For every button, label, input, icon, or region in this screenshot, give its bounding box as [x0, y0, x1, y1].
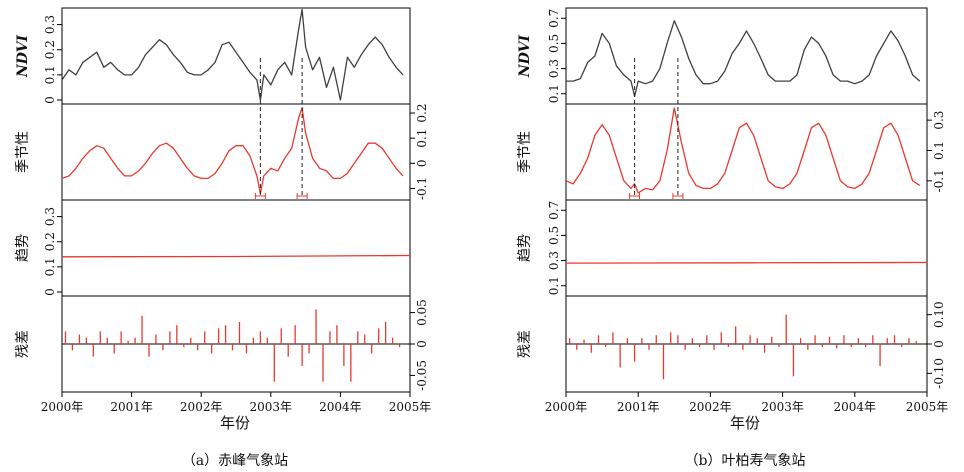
panel-frame — [61, 199, 411, 297]
chart-a: 0 0.1 0.2 0.3 NDVI -0.1 0 0.1 0.2 季节性 0 0.1 0.2 0.3… — [15, 7, 432, 469]
panel-frame — [565, 103, 928, 201]
chart-a-x-axis: 2000年 2001年 2002年 2003年 2004年 2005年 — [41, 392, 432, 414]
x-tick-label: 2000年 — [545, 400, 588, 414]
series-line — [61, 8, 404, 101]
x-tick-label: 2001年 — [617, 400, 660, 414]
chart-a-residual-panel: -0.05 0 0.05 残差 — [15, 295, 429, 393]
x-tick-label: 2005年 — [389, 400, 432, 414]
y-tick-label: 0.1 — [932, 141, 946, 160]
panel-ylabel: 季节性 — [15, 131, 31, 173]
y-tick-label: 0 — [43, 96, 57, 104]
y-tick-label: 0.1 — [415, 129, 429, 148]
chart-a-caption: （a）赤峰气象站 — [182, 453, 288, 469]
y-tick-label: 0.10 — [932, 301, 946, 328]
y-tick-label: 0 — [415, 159, 429, 167]
y-tick-label: -0.1 — [415, 177, 429, 200]
chart-a-xlabel: 年份 — [220, 414, 250, 432]
y-tick-label: 0.5 — [547, 226, 561, 245]
breakpoint-bracket — [629, 193, 641, 199]
y-tick-label: 0.3 — [547, 251, 561, 270]
y-tick-label: 0.1 — [43, 65, 57, 84]
series-line — [565, 261, 928, 264]
x-tick-label: 2002年 — [180, 400, 223, 414]
panel-frame — [61, 7, 411, 105]
chart-b-residual-panel: -0.10 0 0.10 残差 — [517, 295, 946, 393]
x-tick-label: 2003年 — [250, 400, 293, 414]
chart-b-seasonal-panel: -0.1 0.1 0.3 季节性 — [517, 58, 946, 201]
y-tick-label: -0.05 — [415, 360, 429, 391]
panel-ylabel: NDVI — [15, 35, 31, 79]
panel-frame — [61, 103, 411, 201]
x-tick-label: 2000年 — [41, 400, 84, 414]
breakpoint-bracket — [296, 193, 308, 199]
x-tick-label: 2003年 — [761, 400, 804, 414]
y-tick-label: 0.1 — [547, 276, 561, 295]
y-tick-label: 0 — [43, 288, 57, 296]
y-tick-label: 0 — [415, 340, 429, 348]
y-tick-label: 0.5 — [547, 34, 561, 53]
y-tick-label: 0.1 — [43, 257, 57, 276]
chart-a-seasonal-panel: -0.1 0 0.1 0.2 季节性 — [15, 58, 429, 201]
y-tick-label: 0.7 — [547, 201, 561, 220]
x-tick-label: 2002年 — [689, 400, 732, 414]
panel-ylabel: 残差 — [15, 330, 31, 358]
chart-b: 0.1 0.3 0.5 0.7 NDVI -0.1 0.1 0.3 季节性 0.1 0.3 0.5… — [517, 7, 949, 469]
panel-frame — [565, 199, 928, 297]
x-tick-label: 2001年 — [110, 400, 153, 414]
y-tick-label: 0.2 — [43, 232, 57, 251]
x-tick-label: 2005年 — [906, 400, 949, 414]
x-tick-label: 2004年 — [319, 400, 362, 414]
y-tick-label: 0.2 — [43, 40, 57, 59]
y-tick-label: 0.7 — [547, 9, 561, 28]
y-tick-label: -0.1 — [932, 169, 946, 192]
y-tick-label: 0.2 — [415, 103, 429, 122]
y-tick-label: 0.3 — [43, 15, 57, 34]
y-tick-label: 0.3 — [547, 59, 561, 78]
chart-a-ndvi-panel: 0 0.1 0.2 0.3 NDVI — [15, 7, 411, 105]
series-line — [566, 20, 921, 97]
chart-b-xlabel: 年份 — [730, 414, 760, 432]
breakpoint-bracket — [254, 193, 266, 199]
y-tick-label: -0.10 — [932, 358, 946, 389]
panel-ylabel: 趋势 — [15, 234, 31, 262]
chart-b-ndvi-panel: 0.1 0.3 0.5 0.7 NDVI — [517, 7, 928, 105]
x-tick-label: 2004年 — [834, 400, 877, 414]
series-line — [61, 254, 411, 258]
y-tick-label: 0.05 — [415, 299, 429, 326]
chart-b-x-axis: 2000年 2001年 2002年 2003年 2004年 2005年 — [545, 392, 949, 414]
panel-frame — [565, 7, 928, 105]
panel-ylabel: 趋势 — [517, 234, 533, 262]
y-tick-label: 0.3 — [932, 111, 946, 130]
series-line — [565, 107, 921, 194]
panel-ylabel: 季节性 — [517, 131, 533, 173]
y-tick-label: 0 — [932, 340, 946, 348]
y-tick-label: 0.1 — [547, 84, 561, 103]
chart-b-caption: （b）叶柏寿气象站 — [685, 452, 806, 469]
series-line — [61, 107, 404, 195]
chart-a-trend-panel: 0 0.1 0.2 0.3 趋势 — [15, 199, 411, 297]
panel-ylabel: NDVI — [517, 35, 533, 79]
panel-ylabel: 残差 — [517, 330, 533, 358]
breakpoint-bracket — [672, 193, 684, 199]
chart-b-trend-panel: 0.1 0.3 0.5 0.7 趋势 — [517, 199, 928, 297]
y-tick-label: 0.3 — [43, 207, 57, 226]
